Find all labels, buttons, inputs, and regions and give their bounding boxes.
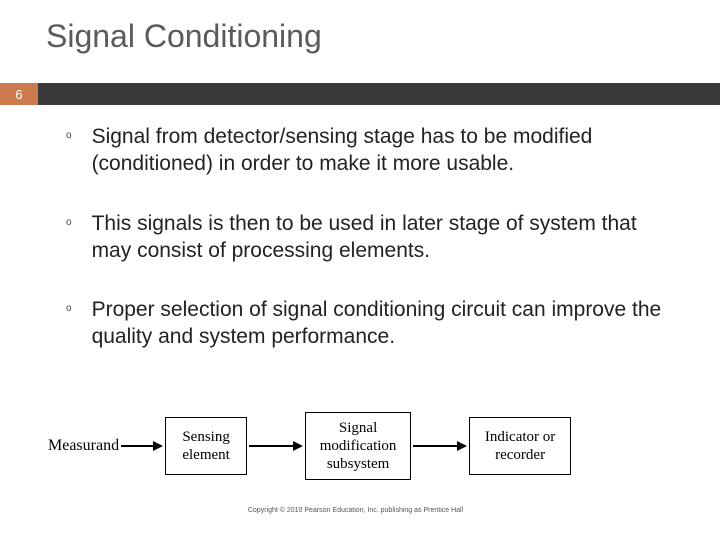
arrow-icon bbox=[249, 441, 303, 451]
bullet-text: Proper selection of signal conditioning … bbox=[92, 296, 670, 351]
arrow-head-icon bbox=[293, 441, 303, 451]
flow-node-line: subsystem bbox=[327, 455, 390, 473]
bullet-item: o This signals is then to be used in lat… bbox=[66, 210, 670, 265]
flow-diagram: Measurand Sensing element Signal modific… bbox=[48, 408, 663, 518]
bullet-text: This signals is then to be used in later… bbox=[92, 210, 670, 265]
bullet-text: Signal from detector/sensing stage has t… bbox=[92, 123, 670, 178]
slide-number-box: 6 bbox=[0, 83, 38, 105]
arrow-icon bbox=[413, 441, 467, 451]
bullet-marker-icon: o bbox=[66, 217, 72, 265]
copyright-text: Copyright © 2010 Pearson Education, Inc.… bbox=[248, 507, 463, 514]
bullet-marker-icon: o bbox=[66, 303, 72, 351]
flow-row: Measurand Sensing element Signal modific… bbox=[48, 408, 663, 480]
flow-node-modification: Signal modification subsystem bbox=[305, 412, 411, 480]
slide-title: Signal Conditioning bbox=[0, 0, 720, 55]
flow-input-label: Measurand bbox=[48, 437, 119, 455]
arrow-line bbox=[249, 445, 293, 447]
bullet-marker-icon: o bbox=[66, 130, 72, 178]
flow-node-indicator: Indicator or recorder bbox=[469, 417, 571, 475]
flow-node-line: recorder bbox=[495, 446, 545, 464]
arrow-icon bbox=[121, 441, 163, 451]
flow-node-line: Indicator or bbox=[485, 428, 555, 446]
bullet-item: o Signal from detector/sensing stage has… bbox=[66, 123, 670, 178]
flow-node-sensing: Sensing element bbox=[165, 417, 247, 475]
dark-bar bbox=[38, 83, 720, 105]
flow-node-line: element bbox=[182, 446, 229, 464]
content-area: o Signal from detector/sensing stage has… bbox=[0, 105, 720, 351]
accent-bar: 6 bbox=[0, 83, 720, 105]
arrow-line bbox=[121, 445, 153, 447]
arrow-line bbox=[413, 445, 457, 447]
flow-node-line: Signal bbox=[339, 419, 377, 437]
arrow-head-icon bbox=[153, 441, 163, 451]
bullet-item: o Proper selection of signal conditionin… bbox=[66, 296, 670, 351]
flow-node-line: modification bbox=[320, 437, 397, 455]
arrow-head-icon bbox=[457, 441, 467, 451]
flow-node-line: Sensing bbox=[182, 428, 230, 446]
